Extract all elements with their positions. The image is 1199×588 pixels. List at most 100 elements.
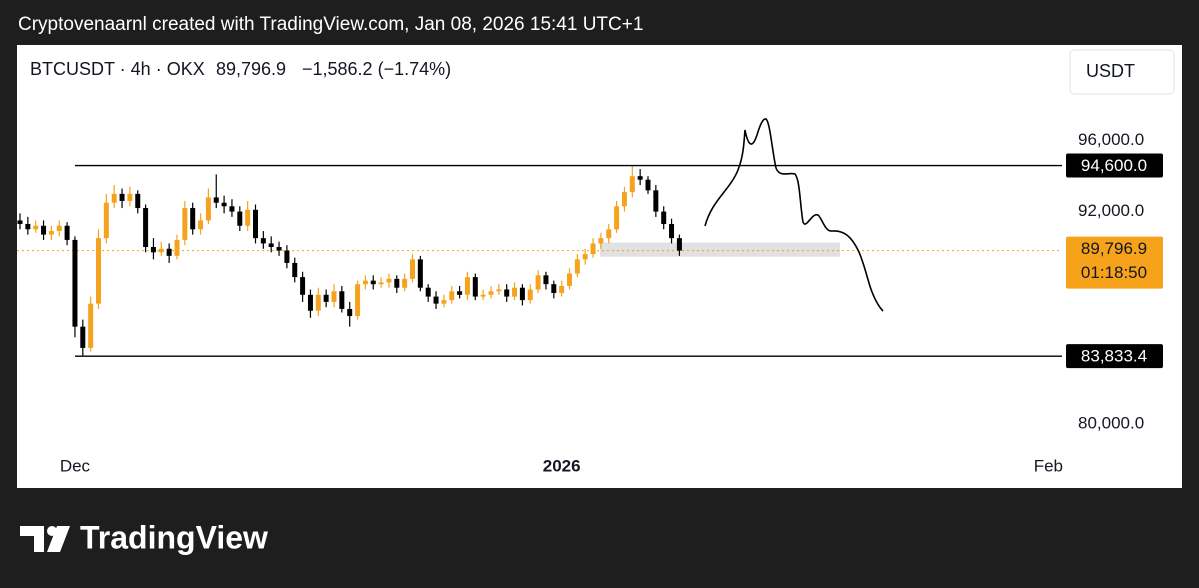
candle-body — [300, 277, 306, 295]
candle-body — [645, 179, 651, 191]
candle-body — [307, 294, 313, 311]
candle-body — [582, 254, 588, 260]
candle-body — [190, 208, 196, 230]
candle-body — [205, 197, 211, 221]
logo-text: TradingView — [80, 519, 268, 555]
candle-body — [669, 223, 675, 239]
candle-body — [480, 294, 486, 297]
candle-body — [158, 248, 164, 253]
candle-body — [614, 206, 620, 230]
candle-body — [48, 231, 54, 235]
candle-body — [17, 220, 23, 224]
candle-body — [150, 246, 156, 253]
candle-body — [143, 208, 149, 247]
support-zone — [600, 242, 840, 257]
candle-body — [598, 238, 604, 244]
candle-body — [245, 209, 251, 226]
candle-body — [166, 248, 172, 256]
candle-body — [402, 278, 408, 288]
legend-change: −1,586.2 (−1.74%) — [302, 59, 451, 79]
candle-body — [213, 197, 219, 203]
candle-body — [111, 193, 117, 203]
x-tick-label: 2026 — [543, 456, 581, 475]
candle-body — [417, 259, 423, 288]
candle-body — [574, 259, 580, 274]
candle-body — [621, 192, 627, 207]
candle-body — [229, 206, 235, 212]
candle-body — [198, 220, 204, 230]
candle-body — [449, 291, 455, 301]
currency[interactable]: USDT — [1086, 61, 1135, 81]
candle-body — [457, 291, 463, 295]
candle-body — [315, 294, 321, 311]
last-price-label: 89,796.9 — [1081, 239, 1147, 258]
candle-body — [25, 223, 31, 230]
legend-last: 89,796.9 — [216, 59, 286, 79]
candle-body — [347, 308, 353, 317]
candle-body — [182, 208, 188, 240]
candle-body — [64, 225, 70, 240]
candle-body — [496, 289, 502, 292]
x-tick-label: Dec — [60, 456, 91, 475]
x-tick-label: Feb — [1034, 456, 1063, 475]
candle-body — [96, 238, 101, 304]
y-tick-label: 92,000.0 — [1078, 201, 1144, 220]
candle-body — [72, 239, 78, 327]
candle-body — [362, 280, 368, 285]
candle-body — [292, 262, 298, 278]
candle-body — [441, 300, 447, 304]
candle-body — [543, 275, 549, 285]
logo: TradingView — [20, 519, 268, 555]
level-label-box — [1066, 153, 1163, 178]
candle-body — [253, 209, 258, 239]
candle-body — [504, 289, 510, 297]
level-label: 83,833.4 — [1081, 347, 1147, 366]
candle-body — [394, 278, 400, 288]
candle-body — [370, 280, 376, 285]
currency-box[interactable] — [1069, 49, 1175, 95]
candle-body — [472, 277, 478, 297]
chart-panel — [17, 45, 1182, 488]
candle-body — [174, 239, 180, 256]
y-tick-label: 96,000.0 — [1078, 130, 1144, 149]
plot: 80,000.0 92,000.0 96,000.0 Dec 2026 Feb 94,600… — [17, 130, 1163, 475]
candle-body — [661, 211, 667, 224]
candle-body — [88, 303, 94, 348]
candle-body — [606, 229, 612, 239]
candle-body — [378, 282, 384, 285]
candle-body — [488, 291, 494, 295]
symbol: BTCUSDT · 4h · OKX — [30, 59, 205, 79]
candle-body — [653, 190, 659, 212]
candle-body — [276, 246, 282, 251]
level-label: 94,600.0 — [1081, 156, 1147, 175]
candle-body — [464, 277, 470, 295]
candle-body — [284, 250, 290, 263]
candle-body — [512, 287, 518, 297]
candle-body — [41, 225, 47, 235]
candle-body — [237, 211, 243, 226]
candle-body — [410, 259, 415, 279]
candle-body — [119, 193, 125, 201]
candle-body — [221, 202, 227, 207]
candle-body — [676, 238, 682, 251]
candle-body — [637, 176, 643, 180]
candle-body — [260, 238, 266, 244]
candle-body — [590, 243, 596, 255]
candle-body — [127, 193, 133, 201]
candle-body — [559, 285, 565, 294]
candle-body — [135, 193, 141, 209]
candle-body — [551, 284, 557, 294]
candle-body — [103, 202, 109, 239]
candle-body — [519, 287, 525, 301]
candle-body — [433, 296, 439, 304]
candle-body — [425, 287, 431, 297]
candle-body — [386, 278, 392, 283]
candle-body — [323, 294, 329, 302]
candle-body — [355, 284, 361, 317]
candle-body — [331, 291, 337, 302]
candle-body — [535, 275, 541, 290]
freehand-projection — [704, 118, 884, 312]
candle-body — [527, 289, 533, 301]
